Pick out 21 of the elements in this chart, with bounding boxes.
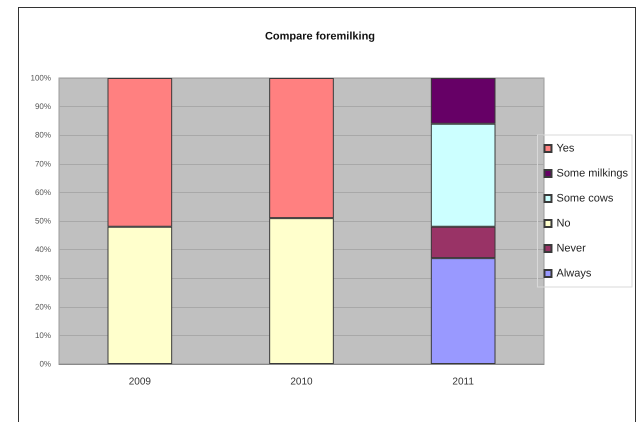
legend-label: Some cows <box>556 192 614 204</box>
y-tick-label: 70% <box>34 159 51 168</box>
x-tick-label: 2010 <box>290 376 314 388</box>
legend-label: Yes <box>556 142 575 154</box>
y-tick-label: 40% <box>34 245 51 254</box>
chart-title: Compare foremilking <box>264 30 376 42</box>
legend-label: Never <box>556 242 586 254</box>
y-tick-label: 80% <box>34 130 51 140</box>
y-tick-label: 90% <box>34 102 51 112</box>
y-tick-label: 50% <box>34 216 51 226</box>
y-tick-label: 60% <box>34 188 51 197</box>
y-tick-label: 30% <box>34 274 51 283</box>
y-tick-label: 20% <box>34 302 51 312</box>
legend-label: Some milkings <box>556 168 628 180</box>
legend-label: Always <box>556 268 592 280</box>
y-tick-label: 10% <box>34 330 51 340</box>
x-tick-label: 2011 <box>452 376 474 388</box>
y-tick-label: 0% <box>39 360 51 368</box>
y-tick-label: 100% <box>30 74 51 82</box>
legend-label: No <box>556 218 571 230</box>
x-tick-label: 2009 <box>128 376 152 388</box>
